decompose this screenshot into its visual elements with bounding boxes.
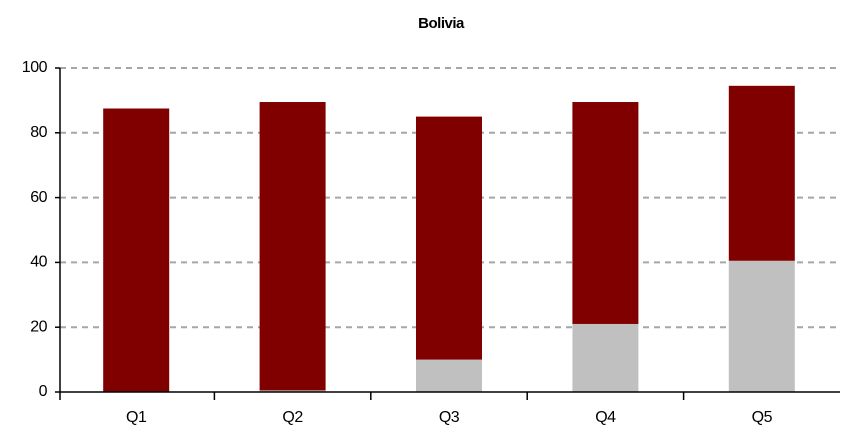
x-tick-label: Q2 [282, 409, 303, 426]
bar-segment [572, 102, 639, 324]
y-tick-label: 20 [30, 318, 47, 335]
x-tick-label: Q3 [439, 409, 460, 426]
bar-segment [416, 116, 482, 360]
x-tick-label: Q4 [595, 409, 616, 426]
y-tick-label: 0 [39, 383, 48, 400]
bar-segment [416, 359, 482, 392]
bar-segment [259, 102, 326, 391]
y-tick-label: 60 [30, 189, 47, 206]
x-tick-label: Q1 [126, 409, 147, 426]
y-tick-label: 100 [22, 59, 48, 76]
y-tick-label: 80 [30, 124, 47, 141]
x-tick-label: Q5 [752, 409, 773, 426]
bar-segment [259, 390, 326, 392]
bar-segment [728, 260, 795, 392]
y-tick-label: 40 [30, 254, 47, 271]
bar-segment [728, 85, 795, 261]
bar-segment [572, 323, 639, 392]
chart-title: Bolivia [418, 15, 465, 32]
bar-segment [103, 108, 170, 392]
